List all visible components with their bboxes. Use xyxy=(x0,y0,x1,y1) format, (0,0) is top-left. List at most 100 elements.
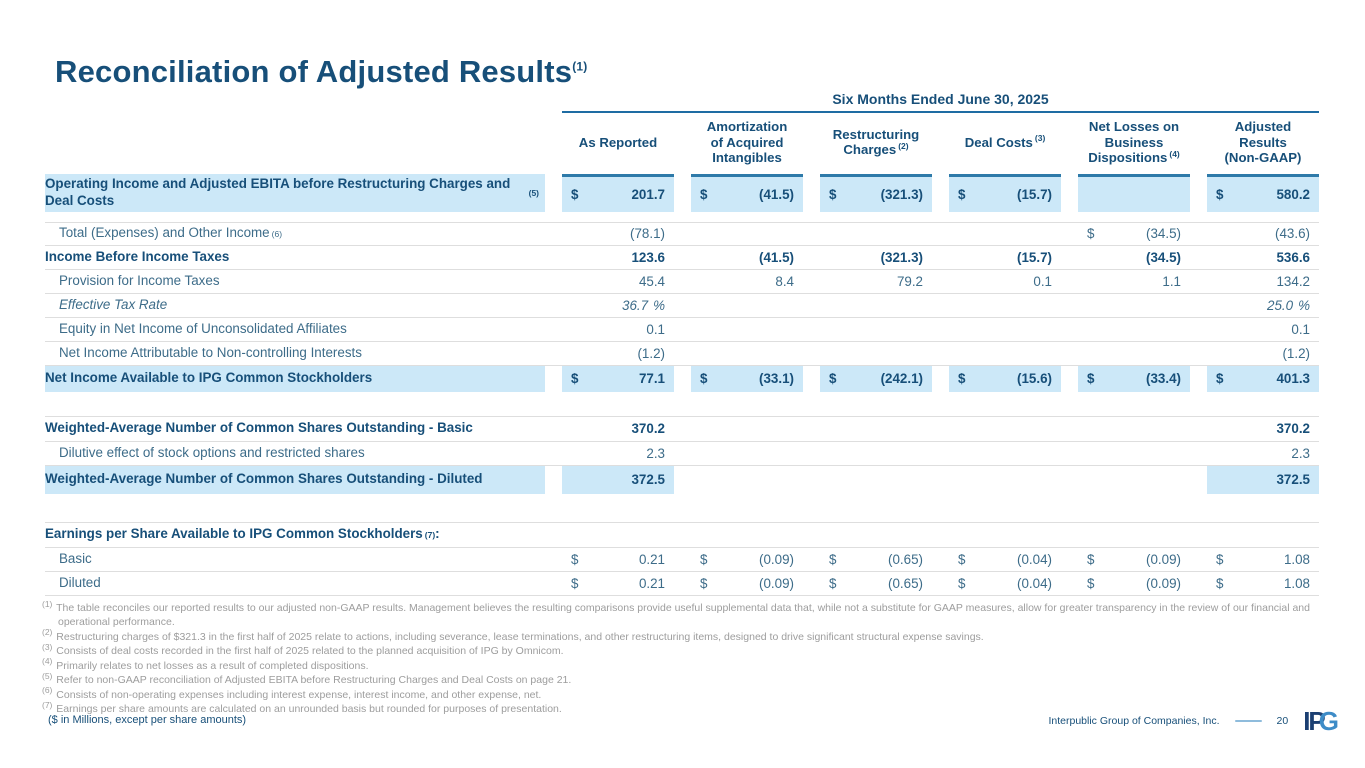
value-cell: $77.1 xyxy=(562,365,674,392)
period-header-row: Six Months Ended June 30, 2025 xyxy=(45,88,1319,113)
value-cell xyxy=(949,294,1061,317)
ipg-logo-light-letter: G xyxy=(1318,706,1339,736)
row-label: Diluted xyxy=(59,574,101,590)
row-label: Provision for Income Taxes xyxy=(59,272,220,288)
footnote: (6) Consists of non-operating expenses i… xyxy=(42,685,542,701)
table-row: Effective Tax Rate 36.7% 25.0% xyxy=(45,294,1319,318)
value-cell xyxy=(1078,523,1190,547)
value-cell xyxy=(1078,442,1190,465)
units-note: ($ in Millions, except per share amounts… xyxy=(48,714,247,726)
value-cell: 536.6 xyxy=(1276,249,1310,265)
value-cell: $ (15.6) xyxy=(949,365,1061,392)
value-cell: $1.08 xyxy=(1216,575,1310,591)
table-row: Weighted-Average Number of Common Shares… xyxy=(45,415,1319,442)
page-title-text: Reconciliation of Adjusted Results xyxy=(55,54,573,89)
value-cell xyxy=(820,223,932,245)
value-cell xyxy=(1078,342,1190,365)
footnote: (1) The table reconciles our reported re… xyxy=(42,598,1310,629)
table-row: Total (Expenses) and Other Income (6) (78.… xyxy=(45,221,1319,246)
row-label: Net Income Attributable to Non-controlli… xyxy=(59,344,362,360)
table-row: Earnings per Share Available to IPG Comm… xyxy=(45,521,1319,548)
title-footnote-ref: (1) xyxy=(572,59,588,74)
value-cell: (78.1) xyxy=(630,226,665,242)
value-cell: 0.1 xyxy=(1291,321,1310,337)
value-cell xyxy=(820,294,932,317)
value-cell: $ (0.09) xyxy=(1087,551,1181,567)
value-cell: $ (34.5) xyxy=(1087,226,1181,242)
value-cell: (1.2) xyxy=(1282,345,1310,361)
column-header: Adjusted Results (Non-GAAP) xyxy=(1224,119,1302,166)
value-cell: $ (0.04) xyxy=(958,551,1052,567)
table-body: Operating Income and Adjusted EBITA befo… xyxy=(45,173,1319,596)
value-cell xyxy=(691,294,803,317)
value-cell: (1.2) xyxy=(637,345,665,361)
value-cell: (41.5) xyxy=(759,249,794,265)
value-cell xyxy=(949,466,1061,494)
footnote: (4) Primarily relates to net losses as a… xyxy=(42,656,369,672)
value-cell: $ (0.09) xyxy=(700,575,794,591)
value-cell: 372.5 xyxy=(1207,465,1319,494)
footnote: (5) Refer to non-GAAP reconciliation of … xyxy=(42,670,572,687)
value-cell xyxy=(1078,173,1190,212)
value-cell: $ (0.65) xyxy=(829,551,923,567)
table-row: Weighted-Average Number of Common Shares… xyxy=(45,465,1319,494)
value-cell: $0.21 xyxy=(571,551,665,567)
value-cell: (34.5) xyxy=(1146,249,1181,265)
slide-footer: Interpublic Group of Companies, Inc. 20 … xyxy=(1048,706,1339,736)
value-cell xyxy=(949,523,1061,547)
value-cell: 36.7% xyxy=(622,297,665,313)
value-cell xyxy=(949,342,1061,365)
value-cell xyxy=(691,223,803,245)
value-cell xyxy=(691,417,803,441)
value-cell xyxy=(820,417,932,441)
company-name: Interpublic Group of Companies, Inc. xyxy=(1048,715,1220,727)
value-cell xyxy=(820,342,932,365)
column-header: Restructuring Charges (2) xyxy=(832,126,920,158)
column-header-row: As Reported Amortization of Acquired Intang… xyxy=(45,113,1319,174)
table-row: Dilutive effect of stock options and res… xyxy=(45,442,1319,466)
row-label: Weighted-Average Number of Common Shares… xyxy=(45,420,473,436)
value-cell xyxy=(820,442,932,465)
value-cell xyxy=(691,466,803,494)
value-cell: $580.2 xyxy=(1207,173,1319,212)
ipg-logo-dark-letters: IP xyxy=(1303,706,1326,736)
value-cell: $ (321.3) xyxy=(820,173,932,212)
table-row: Diluted $0.21 $ (0.09) $ (0.65) $ (0.04) $ (0.09)… xyxy=(45,572,1319,596)
page-number: 20 xyxy=(1276,715,1289,727)
row-label: Weighted-Average Number of Common Shares… xyxy=(45,465,545,494)
column-header: Deal Costs (3) xyxy=(964,133,1046,150)
value-cell: 1.1 xyxy=(1162,273,1181,289)
row-label: Net Income Available to IPG Common Stock… xyxy=(45,365,545,392)
value-cell: 79.2 xyxy=(896,273,923,289)
row-label: Earnings per Share Available to IPG Comm… xyxy=(45,526,440,542)
value-cell: $ (33.4) xyxy=(1078,365,1190,392)
value-cell: $0.21 xyxy=(571,575,665,591)
value-cell xyxy=(820,523,932,547)
reconciliation-table: Six Months Ended June 30, 2025 As Report… xyxy=(45,88,1319,596)
value-cell: $ (41.5) xyxy=(691,173,803,212)
table-row: Operating Income and Adjusted EBITA befo… xyxy=(45,173,1319,212)
value-cell xyxy=(1078,466,1190,494)
value-cell: 372.5 xyxy=(562,465,674,494)
page-title: Reconciliation of Adjusted Results(1) xyxy=(55,54,588,90)
value-cell xyxy=(691,318,803,341)
value-cell: 45.4 xyxy=(638,273,665,289)
value-cell: 370.2 xyxy=(1276,421,1310,437)
table-row: Provision for Income Taxes 45.4 8.4 79.2 0.1… xyxy=(45,270,1319,294)
column-header: As Reported xyxy=(578,134,658,150)
value-cell: 8.4 xyxy=(775,273,794,289)
value-cell: 25.0% xyxy=(1267,297,1310,313)
value-cell: (15.7) xyxy=(1017,249,1052,265)
row-label: Basic xyxy=(59,550,92,566)
value-cell: $ (33.1) xyxy=(691,365,803,392)
footnote: (2) Restructuring charges of $321.3 in t… xyxy=(42,627,984,643)
value-cell: $ (242.1) xyxy=(820,365,932,392)
value-cell: $ (0.09) xyxy=(1087,575,1181,591)
row-label: Total (Expenses) and Other Income (6) xyxy=(59,225,283,241)
value-cell: $ (0.65) xyxy=(829,575,923,591)
value-cell xyxy=(949,318,1061,341)
column-header: Net Losses on Business Dispositions (4) xyxy=(1088,119,1180,166)
value-cell xyxy=(820,318,932,341)
value-cell xyxy=(691,342,803,365)
footnote: (7) Earnings per share amounts are calcu… xyxy=(42,699,562,716)
